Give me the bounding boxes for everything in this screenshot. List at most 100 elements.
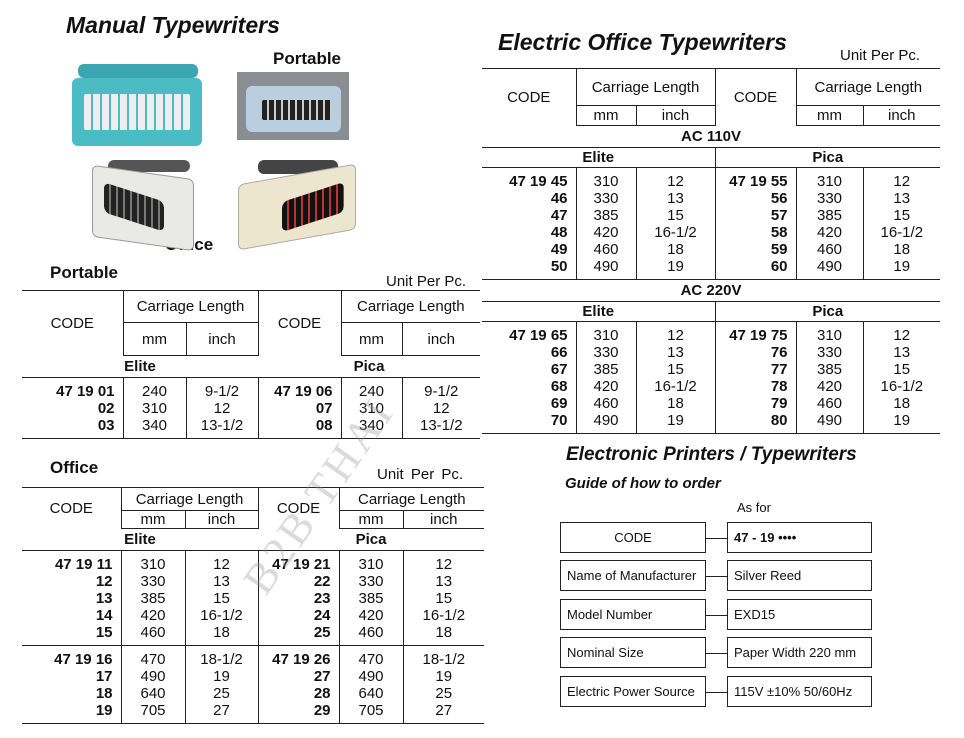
right-code-column: 47 19 26 27 28 29 [257,645,340,724]
voltage-label: AC 220V [482,279,941,302]
carriage-inch: 16-1/2 [654,224,697,241]
guide-title: Electronic Printers / Typewriters [566,444,857,465]
left-mm-column: 310 330 385 420 460 490 [575,167,636,280]
code-header: CODE [22,487,121,529]
guide-value-box: 115V ±10% 50/60Hz [727,676,872,707]
carriage-inch: 18 [667,395,684,412]
carriage-length-header: Carriage Length [122,290,259,323]
portable-price-table: CODE Carriage Length CODE Carriage Length mm… [22,290,481,439]
product-code: 47 19 45 [509,173,568,190]
mm-header: mm [340,322,403,356]
group-label-right: Pica [258,528,485,551]
carriage-mm: 385 [593,207,619,224]
left-inch-column: 12 13 15 16-1/2 18 19 [635,167,716,280]
carriage-mm: 490 [817,258,843,275]
carriage-mm: 460 [817,395,843,412]
code-header: CODE [22,290,123,356]
left-inch-column: 12 13 15 16-1/2 18 19 [635,321,716,434]
group-label-left: Elite [22,355,259,378]
product-code: 22 [313,573,331,590]
carriage-mm: 420 [140,607,166,624]
guide-label-box: Model Number [560,599,706,630]
inch-header: inch [635,105,716,126]
product-code: 14 [95,607,113,624]
code-header: CODE [257,487,340,529]
carriage-mm: 330 [358,573,384,590]
left-code-column: 47 19 65 66 67 68 69 70 [482,321,576,434]
group-label-left: Elite [22,528,259,551]
carriage-mm: 385 [358,590,384,607]
inch-header: inch [402,510,485,529]
group-row: Elite Pica [22,355,481,378]
carriage-inch: 15 [667,207,684,224]
right-mm-column: 310 330 385 420 460 490 [795,321,864,434]
product-code: 23 [313,590,331,607]
product-code: 49 [550,241,568,258]
carriage-inch: 19 [667,412,684,429]
group-label-right: Pica [714,147,941,168]
carriage-inch: 12 [667,327,684,344]
guide-as-for-label: As for [737,500,771,515]
carriage-inch: 16-1/2 [880,378,924,395]
product-code: 80 [770,412,788,429]
left-code-column: 47 19 01 02 03 [22,377,123,439]
carriage-mm: 310 [817,173,843,190]
product-code: 47 19 65 [509,327,568,344]
office-unit-note: Unit Per Pc. [377,466,464,483]
carriage-length-header: Carriage Length [575,68,716,106]
carriage-mm: 490 [593,258,619,275]
carriage-mm: 460 [817,241,843,258]
product-code: 58 [770,224,788,241]
carriage-mm: 470 [140,651,166,668]
carriage-inch: 12 [667,173,684,190]
carriage-mm: 490 [140,668,166,685]
mm-header: mm [122,322,186,356]
carriage-inch: 12 [893,327,911,344]
product-code: 60 [770,258,788,275]
right-code-column: 47 19 75 76 77 78 79 80 [714,321,797,434]
guide-value-box: Silver Reed [727,560,872,591]
carriage-inch: 16-1/2 [880,224,924,241]
product-code: 47 19 55 [729,173,788,190]
carriage-mm: 420 [817,378,843,395]
right-inch-column: 9-1/2 12 13-1/2 [401,377,481,439]
carriage-inch: 15 [213,590,230,607]
carriage-inch: 18 [435,624,453,641]
group-row: Elite Pica [482,147,941,168]
carriage-mm: 420 [358,607,384,624]
data-block: 47 19 65 66 67 68 69 70 310 330 385 420 460 490 12 13… [482,321,941,434]
left-code-column: 47 19 45 46 47 48 49 50 [482,167,576,280]
carriage-mm: 470 [358,651,384,668]
office-heading: Office [50,458,99,477]
carriage-mm: 490 [358,668,384,685]
electric-unit-note: Unit Per Pc. [840,47,921,64]
data-block: 47 19 11 12 13 14 15 310 330 385 420 460 12 13 15 16-… [22,550,485,646]
carriage-mm: 640 [358,685,384,702]
carriage-inch: 15 [667,361,684,378]
product-code: 47 19 16 [54,651,113,668]
carriage-mm: 330 [817,190,843,207]
group-row: Elite Pica [22,528,485,551]
inch-header: inch [184,510,259,529]
carriage-mm: 385 [817,207,843,224]
office-price-table: CODE Carriage Length CODE Carriage Length mm… [22,487,485,724]
carriage-mm: 330 [593,344,619,361]
carriage-inch: 9-1/2 [424,383,459,400]
guide-connector-line [706,576,727,577]
subheader-row: mm inch mm inch [482,105,941,126]
carriage-mm: 705 [140,702,166,719]
left-mm-column: 240 310 340 [122,377,186,439]
carriage-mm: 310 [817,327,843,344]
product-code: 47 19 26 [272,651,331,668]
carriage-mm: 420 [593,378,619,395]
mm-header: mm [575,105,636,126]
product-code: 47 19 21 [272,556,331,573]
carriage-mm: 420 [817,224,843,241]
carriage-inch: 15 [893,361,911,378]
header-row: CODE Carriage Length CODE Carriage Length [22,487,485,529]
left-inch-column: 18-1/2 19 25 27 [184,645,259,724]
product-code: 24 [313,607,331,624]
carriage-inch: 27 [435,702,453,719]
product-code: 57 [770,207,788,224]
carriage-length-header: Carriage Length [338,487,485,511]
